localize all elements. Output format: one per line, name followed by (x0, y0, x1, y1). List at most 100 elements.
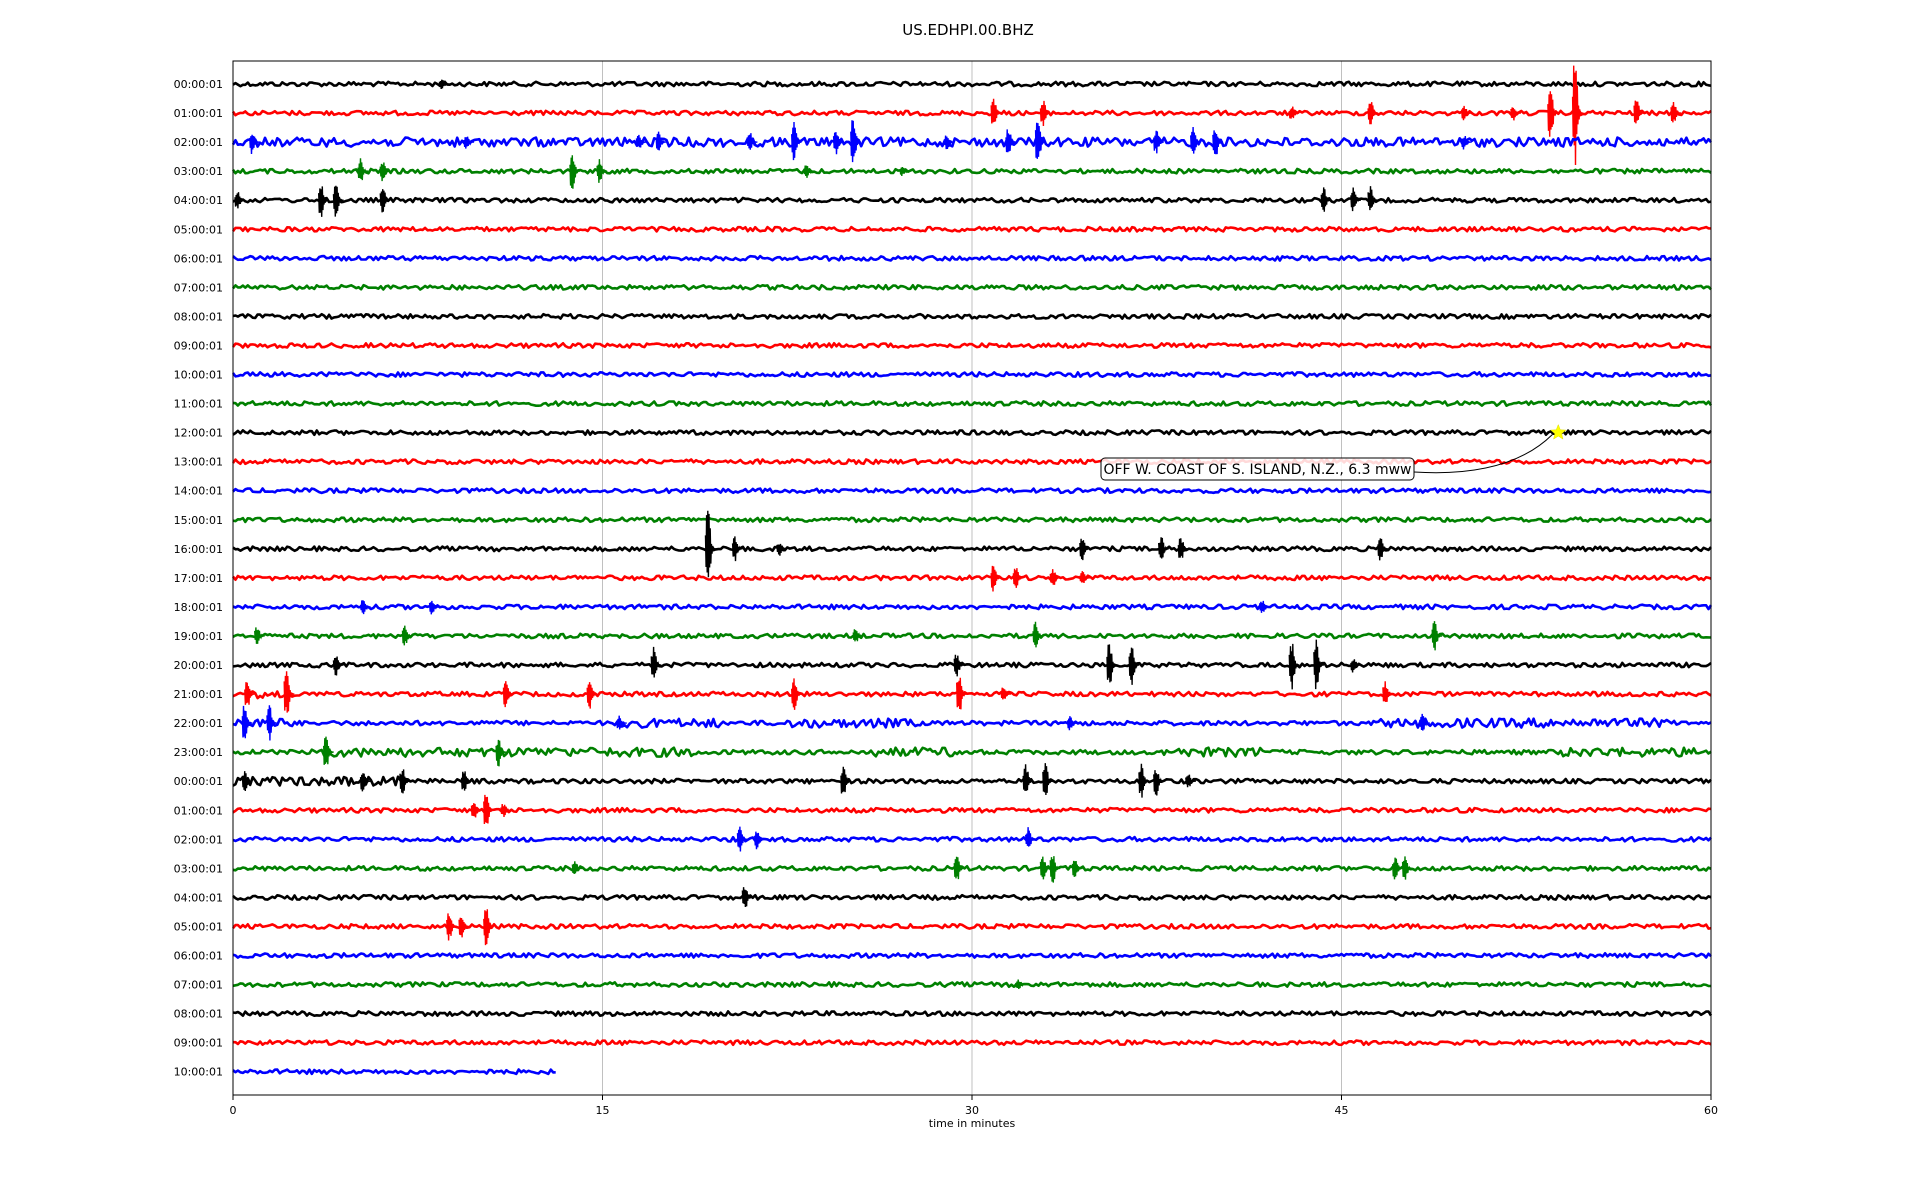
trace-row (232, 400, 1713, 407)
annotation-label: OFF W. COAST OF S. ISLAND, N.Z., 6.3 mww (1103, 462, 1411, 478)
trace-event (953, 856, 965, 880)
trace-event (318, 186, 329, 217)
chart-title: US.EDHPI.00.BHZ (902, 21, 1034, 39)
trace-event (332, 656, 344, 676)
trace-event (655, 131, 667, 151)
trace-event (1401, 856, 1413, 880)
trace-row (232, 952, 1712, 959)
trace-event (399, 769, 411, 794)
trace-event (852, 629, 864, 642)
row-label: 23:00:01 (174, 746, 223, 759)
trace-event (379, 189, 391, 213)
trace-row (232, 312, 1712, 320)
row-label: 13:00:01 (174, 456, 223, 469)
row-label: 07:00:01 (174, 979, 223, 992)
trace-row (231, 167, 1712, 175)
trace-event (1005, 129, 1016, 153)
trace-event (283, 671, 295, 713)
trace-event (1015, 979, 1027, 990)
trace-event (500, 803, 512, 818)
row-label: 11:00:01 (174, 398, 223, 411)
trace-event (803, 165, 815, 178)
trace-row (232, 775, 1712, 787)
trace-event (832, 132, 844, 155)
row-label: 21:00:01 (174, 688, 223, 701)
trace-row (232, 893, 1712, 901)
row-label: 20:00:01 (174, 659, 223, 672)
trace-row (232, 632, 1712, 640)
trace-event (1153, 770, 1164, 796)
trace-event (1025, 827, 1036, 847)
trace-event (428, 600, 440, 615)
trace-event (990, 565, 1002, 592)
trace-event (1177, 538, 1189, 558)
row-label: 04:00:01 (174, 891, 223, 904)
trace-event (460, 771, 472, 791)
trace-event (438, 79, 450, 89)
x-axis-ticks: 0 15 30 45 60 (230, 1095, 1718, 1117)
trace-event (899, 167, 911, 177)
trace-event (502, 681, 514, 708)
trace-event (616, 715, 627, 730)
trace-event (458, 917, 470, 938)
row-label: 17:00:01 (174, 572, 223, 585)
row-label: 04:00:01 (174, 194, 223, 207)
trace-event (1106, 644, 1118, 683)
trace-event (1000, 687, 1012, 700)
trace-event (241, 705, 253, 739)
trace-event (1670, 101, 1682, 123)
row-label: 18:00:01 (174, 601, 223, 614)
trace-event (791, 678, 802, 710)
trace-event (249, 134, 260, 155)
trace-event (596, 159, 608, 183)
trace-row (232, 1010, 1713, 1018)
trace-row (231, 225, 1712, 233)
trace-event (571, 861, 583, 875)
trace-event (1419, 713, 1430, 731)
trace-event (736, 826, 748, 852)
trace-event (244, 682, 256, 705)
trace-event (1138, 763, 1150, 798)
trace-row (231, 923, 1712, 930)
trace-event (1022, 764, 1034, 791)
x-axis-label: time in minutes (929, 1117, 1016, 1130)
trace-event (1049, 569, 1061, 585)
trace-event (359, 773, 371, 792)
trace-event (1461, 105, 1472, 121)
row-label: 02:00:01 (174, 833, 223, 846)
trace-event (1367, 102, 1379, 125)
trace-row (232, 661, 1712, 669)
trace-event (1633, 100, 1645, 124)
row-label: 07:00:01 (174, 281, 223, 294)
row-label: 06:00:01 (174, 252, 223, 265)
trace-event (1212, 130, 1224, 155)
trace-event (1571, 65, 1583, 166)
row-label: 05:00:01 (174, 920, 223, 933)
trace-event (1185, 774, 1196, 788)
trace-row (232, 717, 1712, 729)
trace-event (586, 682, 598, 709)
trace-row (231, 342, 1712, 349)
trace-event (1377, 538, 1388, 561)
trace-event (746, 133, 758, 150)
trace-event (446, 913, 458, 941)
trace-event (741, 887, 753, 908)
annotation-connector (1413, 434, 1553, 474)
trace-event (1288, 643, 1300, 690)
trace-event (791, 121, 802, 161)
trace-event (495, 739, 507, 767)
row-label: 14:00:01 (174, 485, 223, 498)
trace-row (232, 1068, 556, 1076)
row-label: 15:00:01 (174, 514, 223, 527)
row-label: 22:00:01 (174, 717, 223, 730)
row-label: 00:00:01 (174, 78, 223, 91)
row-label: 03:00:01 (174, 862, 223, 875)
trace-event (1158, 537, 1169, 559)
trace-event (990, 98, 1002, 124)
trace-event (776, 543, 787, 556)
row-label: 05:00:01 (174, 223, 223, 236)
trace-row (232, 690, 1712, 700)
trace-event (1128, 647, 1140, 685)
trace-event (704, 510, 716, 578)
trace-row (232, 283, 1712, 291)
